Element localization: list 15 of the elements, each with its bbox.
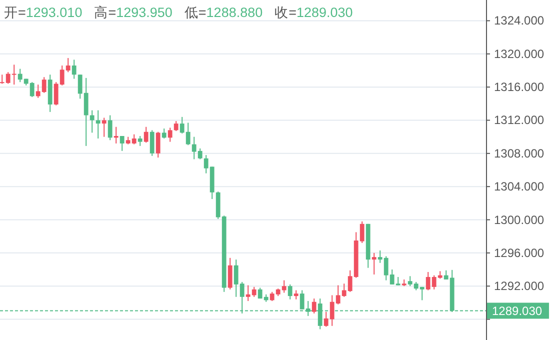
y-tick-label: 1296.000 [494,246,544,260]
y-tick-label: 1312.000 [494,113,544,128]
ref-label: 1289.030 [487,302,549,319]
annotation: 低=1288.880 [184,5,263,20]
ref-line-label: 1289.030 [492,304,542,318]
y-tick-label: 1300.000 [494,212,544,227]
y-tick-label: 1320.000 [494,46,544,61]
annotation: 收=1289.030 [274,5,353,20]
y-tick-label: 1324.000 [494,14,544,28]
y-tick-label: 1304.000 [494,180,544,194]
y-tick-label: 1308.000 [494,146,544,160]
annotation: 高=1293.950 [94,5,172,20]
y-tick-label: 1292.000 [494,279,544,294]
annotation: 开=1293.010 [4,5,82,20]
y-tick-label: 1316.000 [494,80,544,94]
